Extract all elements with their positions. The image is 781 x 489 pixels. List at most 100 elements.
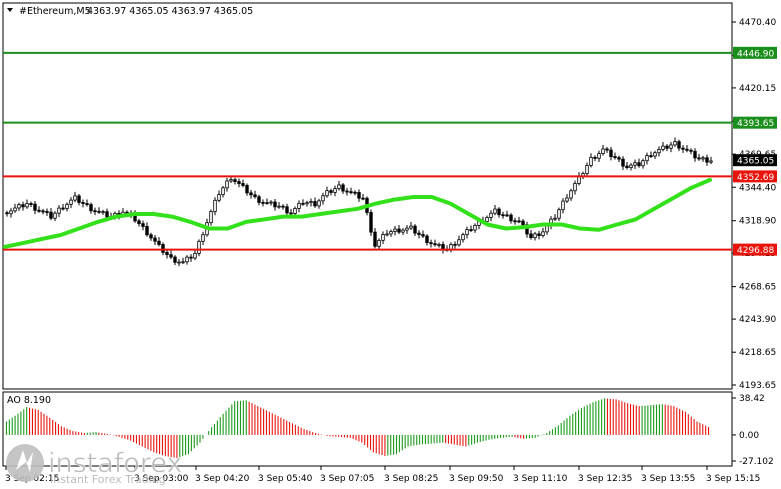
candle-bear <box>665 145 669 149</box>
candle-bear <box>289 212 293 215</box>
candle-bear <box>245 185 249 194</box>
instaforex-logo-tagline: Instant Forex Trading <box>50 473 166 486</box>
candle-bull <box>533 233 537 239</box>
candle-bull <box>569 190 573 199</box>
candle-bear <box>433 243 437 246</box>
candle-bull <box>589 156 593 166</box>
instaforex-logo: instaforex Instant Forex Trading <box>6 444 183 486</box>
candle-bull <box>541 231 545 237</box>
candle-bear <box>93 210 97 213</box>
candle-bull <box>409 225 413 229</box>
candle-bull <box>101 211 105 214</box>
candle-bear <box>637 162 641 167</box>
candle-bear <box>233 179 237 182</box>
candle-bear <box>453 243 457 246</box>
candle-bear <box>505 214 509 217</box>
candle-bull <box>597 153 601 159</box>
price-tick-label: 4218.65 <box>739 348 776 358</box>
candle-bear <box>301 202 305 205</box>
current-price-group: 4365.05 <box>733 154 777 167</box>
candle-bear <box>37 209 41 212</box>
candle-bull <box>197 240 201 254</box>
candle-bull <box>701 157 705 160</box>
candle-bull <box>601 148 605 155</box>
candle-bear <box>605 148 609 151</box>
ao-tick-label: 38.42 <box>739 394 765 404</box>
candle-bear <box>517 220 521 223</box>
candle-bear <box>85 203 89 205</box>
price-tick-label: 4243.90 <box>739 315 776 325</box>
candle-bull <box>65 203 69 209</box>
candle-bull <box>297 202 301 209</box>
candle-bull <box>573 183 577 192</box>
candle-bull <box>489 212 493 218</box>
candle-bull <box>381 234 385 241</box>
candle-bull <box>465 229 469 236</box>
candle-bull <box>221 187 225 196</box>
chart-ohlc: 4363.97 4365.05 4363.97 4365.05 <box>87 6 253 17</box>
candle-bear <box>681 147 685 150</box>
candle-bull <box>657 149 661 154</box>
candle-bear <box>249 192 253 196</box>
candle-bull <box>333 188 337 193</box>
time-tick-label: 3 Sep 07:05 <box>320 474 374 484</box>
candle-bear <box>41 210 45 213</box>
moving-average-line <box>3 177 712 249</box>
candle-bull <box>193 252 197 259</box>
candle-bear <box>509 214 513 222</box>
candle-bull <box>17 204 21 209</box>
candle-bull <box>437 244 441 246</box>
candle-bear <box>241 183 245 186</box>
candle-bull <box>217 194 221 201</box>
candle-bull <box>337 184 341 190</box>
level-tag-label: 4352.69 <box>737 173 774 183</box>
header-dropdown-icon[interactable] <box>7 8 13 12</box>
candle-bear <box>693 150 697 159</box>
candle-bull <box>73 195 77 201</box>
candle-bear <box>417 232 421 235</box>
candle-bull <box>185 256 189 263</box>
level-tag <box>733 116 777 129</box>
candle-bull <box>709 160 713 163</box>
candle-bull <box>401 229 405 233</box>
candle-bear <box>609 149 613 157</box>
candle-bull <box>269 201 273 204</box>
candle-bull <box>309 201 313 204</box>
candle-bull <box>53 212 57 219</box>
candle-bull <box>485 217 489 223</box>
candle-bear <box>97 210 101 213</box>
candle-bull <box>561 200 565 211</box>
candle-bear <box>369 212 373 233</box>
candle-bear <box>529 233 533 239</box>
level-tag <box>733 170 777 183</box>
time-tick-label: 3 Sep 12:35 <box>578 474 632 484</box>
candle-bear <box>137 220 141 225</box>
chart-symbol: #Ethereum,M5 <box>19 6 91 17</box>
price-tick-label: 4268.65 <box>739 283 776 293</box>
ao-tick-label: -27.102 <box>739 457 774 467</box>
candle-bear <box>593 156 597 159</box>
candle-bull <box>389 231 393 235</box>
level-tag-label: 4393.65 <box>737 119 774 129</box>
candle-bear <box>141 223 145 227</box>
candle-bear <box>353 191 357 194</box>
candle-bull <box>213 199 217 212</box>
candle-bear <box>29 203 33 205</box>
ao-panel-frame <box>2 391 733 467</box>
ao-label: AO 8.190 <box>7 395 51 406</box>
candle-bear <box>349 191 353 194</box>
candle-bear <box>613 156 617 159</box>
price-tick-label: 4193.65 <box>739 381 776 391</box>
candle-bear <box>345 190 349 193</box>
candle-bear <box>425 235 429 244</box>
candle-bear <box>397 228 401 233</box>
candle-bear <box>21 204 25 208</box>
candle-bear <box>237 181 241 184</box>
candle-bull <box>405 227 409 231</box>
price-panel-frame <box>2 2 733 390</box>
candle-bull <box>557 209 561 219</box>
candle-bull <box>321 195 325 202</box>
price-tick-label: 4318.90 <box>739 217 776 227</box>
level-tag <box>733 46 777 59</box>
candle-bull <box>393 228 397 232</box>
